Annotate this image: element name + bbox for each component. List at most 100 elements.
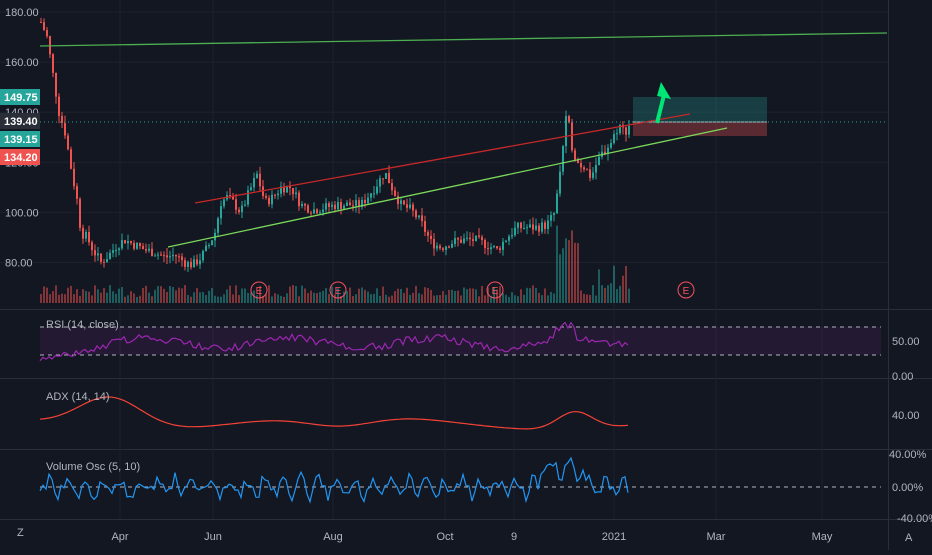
volume-bar — [163, 288, 165, 303]
volume-bar — [124, 296, 126, 303]
volume-bar — [238, 295, 240, 303]
volume-bar — [559, 254, 561, 303]
candle-body — [187, 261, 189, 267]
candle-body — [82, 227, 84, 239]
volume-bar — [484, 295, 486, 303]
volume-bar — [121, 287, 123, 303]
volume-bar — [451, 289, 453, 303]
volume-bar — [496, 289, 498, 303]
candle-body — [58, 96, 60, 116]
volume-bar — [256, 295, 258, 303]
volume-bar — [460, 295, 462, 303]
earnings-marker[interactable]: E — [329, 281, 347, 299]
channel-lower-line[interactable] — [167, 127, 728, 248]
candle-body — [367, 197, 369, 204]
volume-bar — [472, 288, 474, 303]
candle-body — [106, 259, 108, 263]
candle-body — [181, 256, 183, 261]
rsi-label[interactable]: RSI (14, close) — [46, 319, 119, 331]
price-tick: 180.00 — [5, 7, 39, 19]
volume-bar — [616, 289, 618, 303]
candle-body — [400, 200, 402, 204]
volume-bar — [337, 288, 339, 303]
volume-bar — [598, 269, 600, 303]
zoom-icon[interactable]: Z — [17, 527, 24, 539]
volume-bar — [187, 294, 189, 303]
volume-bar — [160, 286, 162, 303]
volume-bar — [526, 287, 528, 303]
volume-bar — [289, 286, 291, 303]
earnings-marker[interactable]: E — [250, 281, 268, 299]
up-arrow-icon[interactable] — [655, 82, 671, 124]
trend-lines[interactable] — [39, 32, 888, 248]
volume-bar — [82, 289, 84, 303]
volosc-tick-0: 0.00% — [892, 482, 923, 494]
candle-body — [322, 209, 324, 213]
volume-bar — [274, 293, 276, 303]
candle-body — [370, 193, 372, 198]
time-axis[interactable]: Apr Jun Aug Oct 9 2021 Mar May — [111, 531, 832, 543]
candle-body — [352, 205, 354, 207]
candle-body — [64, 123, 66, 136]
volume-bar — [133, 293, 135, 303]
volume-bar — [505, 294, 507, 303]
channel-upper-line[interactable] — [194, 113, 691, 204]
volume-bar — [235, 285, 237, 303]
candle-body — [337, 202, 339, 210]
price-badge: 139.40 — [0, 113, 40, 129]
volume-bar — [328, 293, 330, 303]
earnings-marker[interactable]: E — [486, 281, 504, 299]
volume-bar — [325, 288, 327, 303]
volume-bar — [223, 294, 225, 303]
adx-label[interactable]: ADX (14, 14) — [46, 391, 110, 403]
candle-body — [73, 168, 75, 187]
candle-body — [43, 22, 45, 31]
volume-bar — [565, 238, 567, 303]
loss-zone[interactable] — [633, 122, 767, 136]
candle-body — [115, 249, 117, 251]
volosc-label[interactable]: Volume Osc (5, 10) — [46, 461, 140, 473]
resistance-line-top[interactable] — [39, 32, 888, 47]
candle-body — [259, 173, 261, 187]
adx-line[interactable] — [39, 396, 629, 430]
candle-body — [469, 237, 471, 240]
volume-bar — [229, 285, 231, 303]
volume-bar — [430, 289, 432, 303]
volume-bar — [127, 295, 129, 303]
time-tick: Mar — [707, 531, 726, 543]
earnings-marker-label: E — [256, 286, 263, 297]
candle-body — [124, 240, 126, 244]
candle-body — [184, 260, 186, 267]
volume-bar — [628, 288, 630, 303]
position-tool[interactable] — [633, 97, 767, 136]
candle-body — [562, 146, 564, 172]
volume-bar — [469, 288, 471, 303]
candle-body — [127, 241, 129, 244]
candle-body — [211, 240, 213, 246]
auto-scale-icon[interactable]: A — [905, 532, 913, 544]
volume-bar — [319, 292, 321, 303]
volume-bar — [175, 290, 177, 303]
candle-body — [133, 242, 135, 249]
volume-bar — [268, 285, 270, 303]
candle-body — [316, 209, 318, 214]
profit-zone[interactable] — [633, 97, 767, 122]
candle-body — [169, 256, 171, 258]
candle-body — [505, 240, 507, 242]
volume-bar — [592, 285, 594, 303]
time-tick: 9 — [511, 531, 517, 543]
volume-bar — [412, 292, 414, 303]
volume-bar — [370, 294, 372, 303]
earnings-marker[interactable]: E — [677, 281, 695, 299]
volosc-line[interactable] — [39, 456, 629, 504]
volume-bar — [277, 294, 279, 303]
candle-body — [289, 186, 291, 188]
volume-bar — [520, 289, 522, 303]
volume-bar — [577, 243, 579, 303]
candle-body — [145, 249, 147, 251]
volume-bar — [88, 291, 90, 303]
time-tick: Jun — [204, 531, 222, 543]
rsi-line[interactable] — [39, 321, 629, 362]
